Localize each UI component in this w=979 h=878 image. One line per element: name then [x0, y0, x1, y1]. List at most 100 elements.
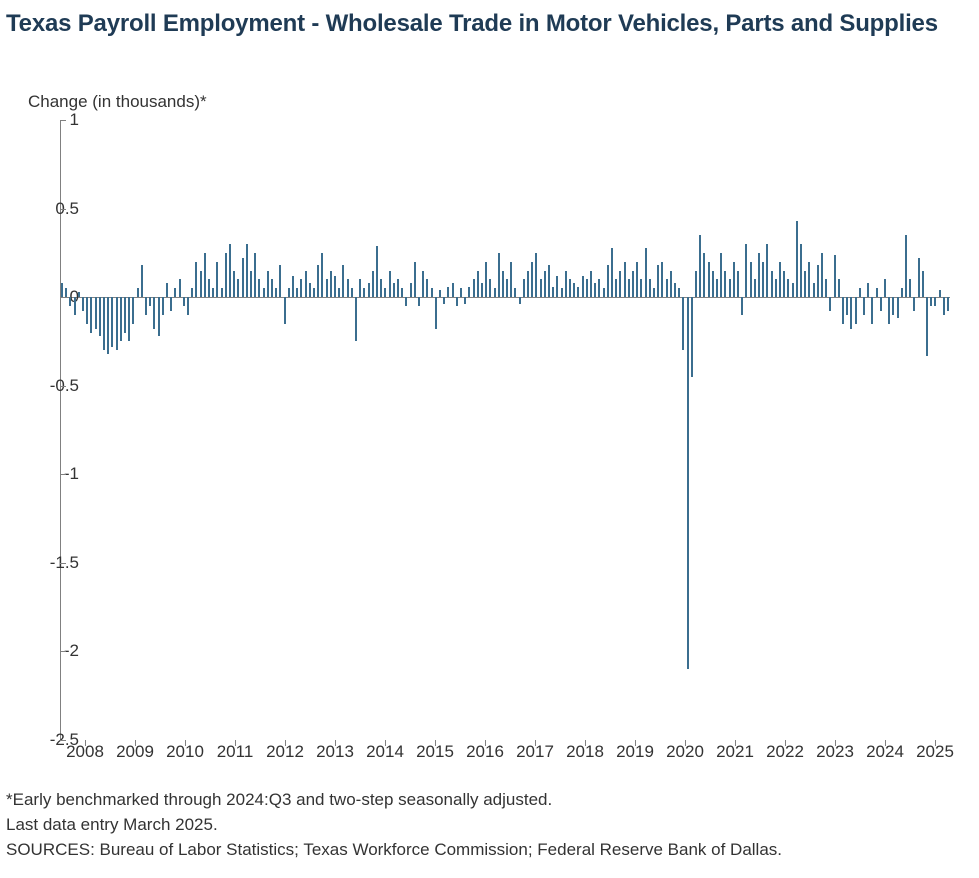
data-bar: [510, 262, 512, 297]
data-bar: [527, 271, 529, 298]
data-bar: [99, 297, 101, 336]
data-bar: [800, 244, 802, 297]
xtick-mark: [385, 740, 386, 746]
data-bar: [708, 262, 710, 297]
xtick-mark: [735, 740, 736, 746]
data-bar: [678, 288, 680, 297]
data-bar: [880, 297, 882, 311]
data-bar: [221, 288, 223, 297]
data-bar: [405, 297, 407, 306]
data-bar: [271, 279, 273, 297]
data-bar: [796, 221, 798, 297]
ytick-label: 1: [29, 110, 79, 130]
data-bar: [607, 265, 609, 297]
data-bar: [733, 262, 735, 297]
xtick-mark: [835, 740, 836, 746]
data-bar: [695, 271, 697, 298]
footnote-benchmark: *Early benchmarked through 2024:Q3 and t…: [6, 790, 552, 810]
data-bar: [850, 297, 852, 329]
data-bar: [69, 297, 71, 306]
data-bar: [552, 287, 554, 298]
data-bar: [426, 279, 428, 297]
data-bar: [855, 297, 857, 324]
data-bar: [292, 276, 294, 297]
data-bar: [519, 297, 521, 304]
ytick-label: -0.5: [29, 376, 79, 396]
data-bar: [762, 262, 764, 297]
data-bar: [275, 288, 277, 297]
data-bar: [506, 279, 508, 297]
data-bar: [514, 288, 516, 297]
data-bar: [422, 271, 424, 298]
data-bar: [452, 283, 454, 297]
data-bar: [195, 262, 197, 297]
data-bar: [468, 287, 470, 298]
xtick-mark: [685, 740, 686, 746]
xtick-mark: [285, 740, 286, 746]
ytick-mark: [60, 474, 66, 475]
data-bar: [267, 271, 269, 298]
data-bar: [300, 279, 302, 297]
data-bar: [729, 279, 731, 297]
data-bar: [716, 279, 718, 297]
data-bar: [884, 279, 886, 297]
data-bar: [825, 279, 827, 297]
data-bar: [237, 279, 239, 297]
data-bar: [82, 297, 84, 311]
data-bar: [838, 279, 840, 297]
data-bar: [376, 246, 378, 297]
data-bar: [309, 283, 311, 297]
ytick-mark: [60, 120, 66, 121]
data-bar: [502, 271, 504, 298]
data-bar: [368, 283, 370, 297]
xtick-mark: [85, 740, 86, 746]
data-bar: [720, 253, 722, 297]
data-bar: [783, 271, 785, 298]
data-bar: [930, 297, 932, 306]
data-bar: [153, 297, 155, 329]
data-bar: [834, 255, 836, 298]
data-bar: [414, 262, 416, 297]
xtick-mark: [135, 740, 136, 746]
data-bar: [897, 297, 899, 318]
data-bar: [447, 287, 449, 298]
data-bar: [628, 279, 630, 297]
data-bar: [918, 258, 920, 297]
xtick-mark: [585, 740, 586, 746]
xtick-mark: [435, 740, 436, 746]
ytick-label: 0.5: [29, 199, 79, 219]
data-bar: [263, 288, 265, 297]
data-bar: [544, 271, 546, 298]
data-bar: [456, 297, 458, 306]
data-bar: [792, 283, 794, 297]
data-bar: [389, 271, 391, 298]
data-bar: [926, 297, 928, 355]
footnote-last-entry: Last data entry March 2025.: [6, 815, 218, 835]
data-bar: [330, 271, 332, 298]
ytick-label: 0: [29, 287, 79, 307]
data-bar: [120, 297, 122, 341]
xtick-mark: [935, 740, 936, 746]
data-bar: [78, 292, 80, 297]
data-bar: [934, 297, 936, 306]
data-bar: [61, 283, 63, 297]
data-bar: [703, 253, 705, 297]
data-bar: [594, 283, 596, 297]
data-bar: [317, 265, 319, 297]
ytick-mark: [60, 209, 66, 210]
xtick-mark: [235, 740, 236, 746]
data-bar: [435, 297, 437, 329]
data-bar: [439, 290, 441, 297]
data-bar: [200, 271, 202, 298]
data-bar: [771, 271, 773, 298]
data-bar: [393, 283, 395, 297]
data-bar: [779, 262, 781, 297]
data-bar: [682, 297, 684, 350]
data-bar: [687, 297, 689, 669]
data-bar: [867, 283, 869, 297]
data-bar: [892, 297, 894, 315]
data-bar: [250, 271, 252, 298]
data-bar: [141, 265, 143, 297]
data-bar: [464, 297, 466, 304]
data-bar: [666, 279, 668, 297]
